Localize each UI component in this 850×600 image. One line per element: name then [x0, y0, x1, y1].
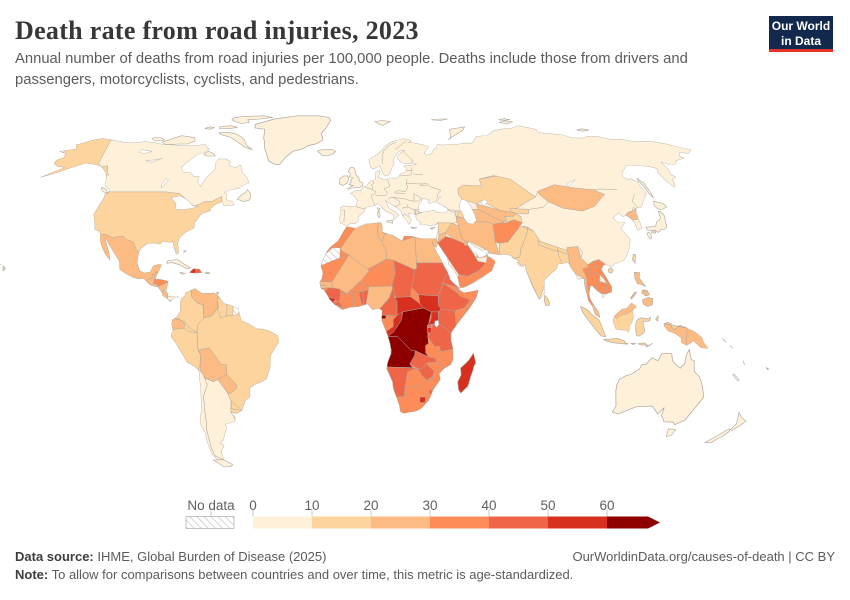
svg-text:30: 30: [422, 498, 437, 513]
svg-text:60: 60: [599, 498, 614, 513]
svg-text:10: 10: [304, 498, 319, 513]
svg-text:0: 0: [249, 498, 257, 513]
svg-text:No data: No data: [187, 498, 235, 513]
svg-text:20: 20: [363, 498, 378, 513]
svg-text:50: 50: [540, 498, 555, 513]
svg-text:40: 40: [481, 498, 496, 513]
